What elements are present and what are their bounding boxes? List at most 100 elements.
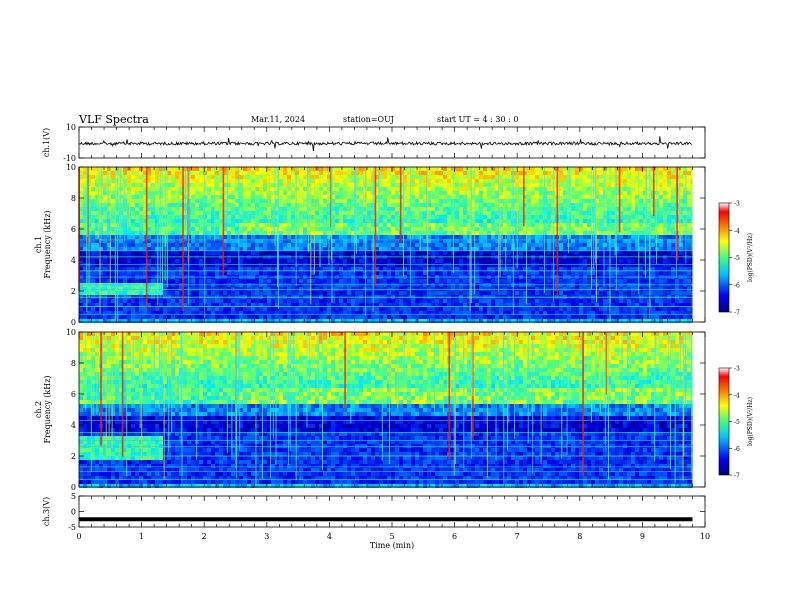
spectrogram-cell [567,307,571,311]
spectrogram-cell [195,279,199,283]
spectrogram-cell [287,207,291,211]
spectrogram-cell [235,211,239,215]
spectrogram-cell [487,187,491,191]
spectrogram-cell [387,211,391,215]
spectrogram-cell [535,279,539,283]
spectrogram-cell [523,199,527,203]
spectrogram-cell [383,183,387,187]
spectrogram-cell [531,291,535,295]
spectrogram-cell [483,287,487,291]
spectrogram-cell [315,291,319,295]
spectrogram-cell [419,319,423,323]
spectrogram-cell [435,167,439,171]
spectrogram-cell [491,311,495,315]
spectrogram-cell [247,279,251,283]
spectrogram-cell [487,303,491,307]
spectrogram-cell [279,279,283,283]
spectrogram-cell [275,231,279,235]
spectrogram-cell [523,251,527,255]
spectrogram-cell [415,207,419,211]
spectrogram-cell [543,271,547,275]
spectrogram-cell [219,235,223,239]
spectrogram-cell [135,259,139,263]
spectrogram-cell [295,171,299,175]
spectrogram-cell [159,287,163,291]
spectrogram-cell [179,187,183,191]
spectrogram-cell [195,303,199,307]
spectrogram-cell [163,291,167,295]
spectrogram-cell [339,187,343,191]
spectrogram-cell [451,299,455,303]
spectrogram-cell [131,235,135,239]
spectrogram-cell [395,247,399,251]
spectrogram-cell [315,303,319,307]
spectrogram-cell [431,247,435,251]
spectrogram-cell [483,179,487,183]
spectrogram-cell [299,243,303,247]
spectrogram-cell [127,235,131,239]
spectrogram-cell [99,315,103,319]
spectrogram-cell [503,239,507,243]
spectrogram-cell [323,279,327,283]
spectrogram-cell [99,279,103,283]
spectrogram-cell [347,183,351,187]
spectrogram-cell [283,187,287,191]
spectrogram-cell [403,287,407,291]
spectrogram-cell [183,207,187,211]
spectrogram-cell [331,199,335,203]
spectrogram-cell [519,215,523,219]
spectrogram-cell [479,171,483,175]
spectrogram-cell [335,319,339,323]
spectrogram-cell [147,171,151,175]
spectrogram-cell [207,247,211,251]
spectrogram-cell [459,311,463,315]
spectrogram-cell [291,287,295,291]
spectrogram-cell [291,303,295,307]
spectrogram-cell [251,247,255,251]
spectrogram-cell [331,231,335,235]
spectrogram-cell [291,195,295,199]
spectrogram-cell [323,235,327,239]
spectrogram-cell [159,251,163,255]
spectrogram-cell [211,167,215,171]
spectrogram-cell [95,203,99,207]
spectrogram-cell [483,187,487,191]
spectrogram-cell [467,171,471,175]
spectrogram-cell [503,171,507,175]
spectrogram-cell [527,231,531,235]
spectrogram-cell [523,319,527,323]
spectrogram-cell [359,319,363,323]
spectrogram-cell [551,227,555,231]
spectrogram-cell [391,311,395,315]
spectrogram-cell [247,247,251,251]
spectrogram-cell [539,243,543,247]
spectrogram-cell [311,279,315,283]
spectrogram-cell [563,243,567,247]
spectrogram-cell [103,195,107,199]
spectrogram-cell [543,215,547,219]
spectrogram-cell [387,235,391,239]
spectrogram-cell [455,203,459,207]
spectrogram-cell [227,223,231,227]
spectrogram-cell [95,315,99,319]
spectrogram-cell [471,179,475,183]
spectrogram-cell [519,251,523,255]
spectrogram-cell [491,211,495,215]
spectrogram-cell [247,183,251,187]
spectrogram-cell [271,235,275,239]
spectrogram-cell [343,259,347,263]
spectrogram-cell [527,311,531,315]
spectrogram-cell [399,251,403,255]
spectrogram-cell [207,215,211,219]
spectrogram-cell [183,203,187,207]
spectrogram-cell [247,287,251,291]
spectrogram-cell [151,303,155,307]
spectrogram-cell [447,215,451,219]
spectrogram-cell [387,187,391,191]
spectrogram-cell [215,251,219,255]
spectrogram-cell [83,207,87,211]
spectrogram-cell [363,199,367,203]
spectrogram-cell [439,231,443,235]
spectrogram-cell [575,303,579,307]
spectrogram-cell [363,303,367,307]
